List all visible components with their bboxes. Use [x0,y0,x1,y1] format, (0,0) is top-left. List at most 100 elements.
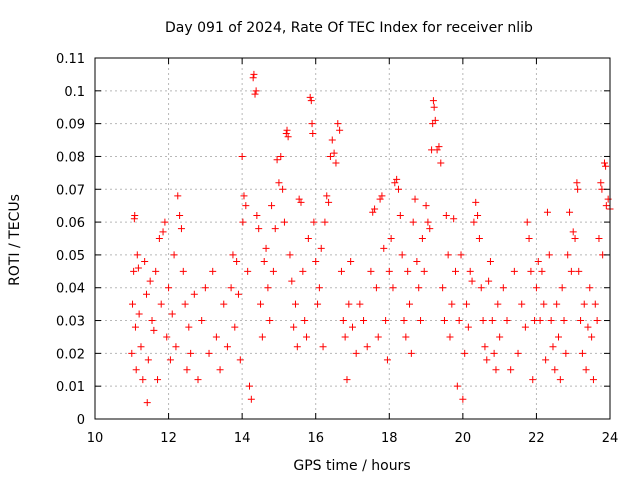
data-point-marker [347,257,355,265]
data-point-marker [582,366,590,374]
data-point-marker [532,284,540,292]
data-point-marker [452,267,459,275]
data-point-marker [566,208,574,216]
data-point-marker [396,212,404,220]
data-point-marker [593,317,601,325]
data-point-marker [536,317,544,325]
data-point-marker [584,323,592,331]
data-point-marker [543,208,551,216]
data-point-marker [529,376,537,384]
y-tick-label: 0.06 [56,216,85,231]
data-point-marker [332,159,340,167]
data-point-marker [266,317,274,325]
data-point-marker [349,323,356,331]
data-point-marker [426,225,434,233]
data-point-marker [492,366,500,374]
data-point-marker [234,290,242,298]
data-point-marker [303,333,311,341]
y-axis-label: ROTI / TECUs [7,194,23,286]
data-point-marker [238,152,246,160]
data-points [128,70,614,407]
data-point-marker [383,356,391,364]
data-point-marker [538,267,546,275]
data-point-marker [304,235,312,242]
y-tick-label: 0.08 [56,150,85,165]
data-point-marker [284,133,292,141]
data-point-marker [307,97,315,105]
data-point-marker [534,257,542,265]
data-point-marker [369,208,377,216]
data-point-marker [209,267,217,275]
data-point-marker [442,212,450,220]
data-point-marker [387,235,395,242]
data-point-marker [144,356,152,364]
data-point-marker [143,399,151,407]
data-point-marker [574,185,582,193]
data-point-marker [240,192,248,200]
data-point-marker [545,251,553,259]
data-point-marker [143,290,150,298]
data-point-marker [393,175,401,183]
y-tick-label: 0.11 [56,52,85,67]
data-point-marker [187,349,195,357]
data-point-marker [255,225,263,233]
data-point-marker [172,343,180,351]
data-point-marker [155,235,163,242]
data-point-marker [157,300,165,308]
data-point-marker [141,257,149,265]
data-point-marker [132,366,140,374]
data-point-marker [503,317,511,325]
data-point-marker [518,300,526,308]
data-point-marker [525,235,533,242]
data-point-marker [372,284,380,292]
data-point-marker [600,159,608,167]
data-point-marker [319,343,327,351]
data-point-marker [166,356,174,364]
data-point-marker [280,218,288,226]
data-point-marker [150,326,158,334]
y-tick-label: 0.1 [64,85,85,100]
data-point-marker [444,251,452,259]
data-point-marker [233,257,241,265]
data-point-marker [514,349,522,357]
data-point-marker [131,323,139,331]
data-point-marker [602,202,610,210]
data-point-marker [523,218,531,226]
data-point-marker [257,300,265,308]
data-point-marker [378,192,386,200]
data-point-marker [277,152,285,160]
data-point-marker [430,103,438,111]
data-point-marker [490,349,498,357]
data-point-marker [420,267,428,275]
data-point-marker [567,267,575,275]
data-point-marker [260,257,268,265]
data-point-marker [356,300,364,308]
data-point-marker [479,317,487,325]
data-point-marker [468,277,476,285]
data-point-marker [309,129,317,137]
data-point-marker [422,202,430,210]
data-point-marker [297,198,305,206]
data-point-marker [604,195,612,203]
data-point-marker [133,251,141,259]
data-point-marker [380,244,388,252]
x-axis-ticks: 10 12 14 16 18 20 22 24 [87,58,618,446]
data-point-marker [494,300,502,308]
data-point-marker [553,300,561,308]
data-point-marker [597,179,605,187]
data-point-marker [273,156,281,164]
data-point-marker [159,228,167,236]
y-tick-label: 0.07 [56,183,85,198]
data-point-marker [363,343,371,351]
data-point-marker [279,185,287,193]
data-point-marker [571,235,579,242]
data-point-marker [461,349,469,357]
data-point-marker [407,349,415,357]
data-point-marker [308,120,316,128]
data-point-marker [137,343,145,351]
data-point-marker [496,333,504,341]
x-tick-label: 16 [307,431,324,446]
data-point-marker [227,284,235,292]
data-point-marker [246,382,253,390]
data-point-marker [181,300,189,308]
